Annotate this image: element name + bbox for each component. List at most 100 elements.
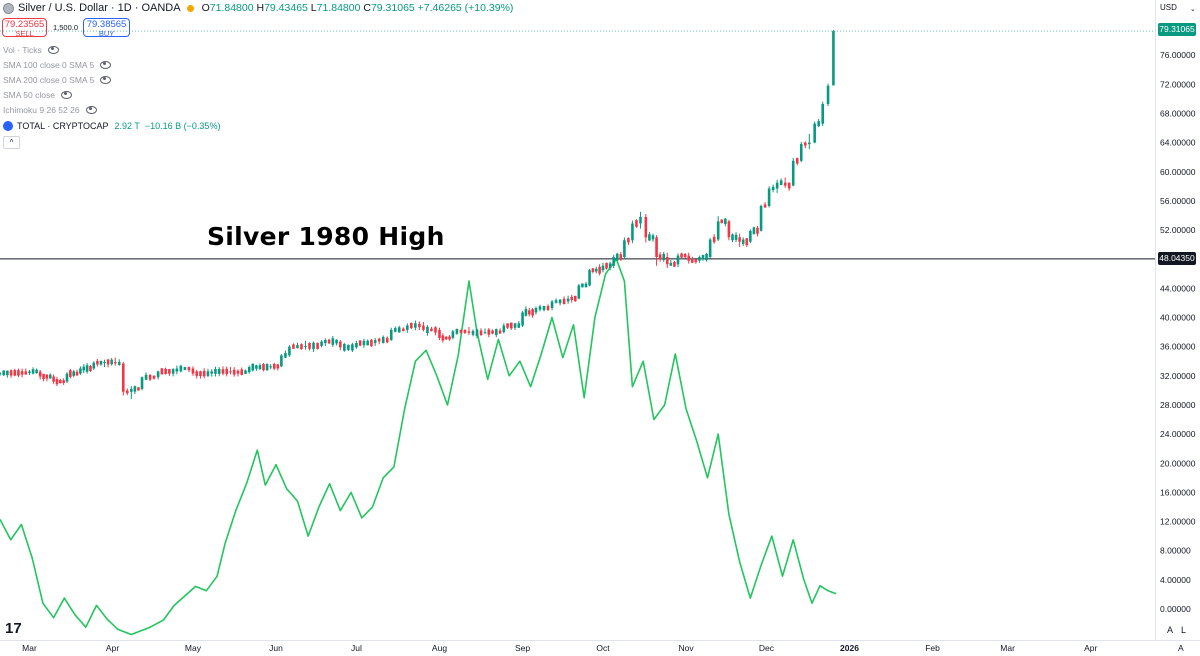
price-axis[interactable]: 80.0000076.0000072.0000068.0000064.00000…: [1160, 21, 1196, 614]
time-tick-label: Feb: [925, 643, 940, 653]
candle-body: [521, 312, 524, 326]
time-tick-label: 2026: [840, 643, 859, 653]
time-tick-label: Jul: [351, 643, 362, 653]
candle-body: [221, 369, 225, 374]
candle-body: [236, 370, 240, 374]
candle-body: [513, 323, 517, 328]
candle-body: [195, 371, 198, 376]
candle-body: [240, 369, 244, 375]
candle-body: [272, 363, 276, 369]
candle-body: [92, 362, 96, 369]
candle-body: [0, 372, 2, 375]
candle-body: [662, 253, 666, 261]
eye-icon[interactable]: [60, 91, 72, 99]
candle-body: [534, 308, 538, 313]
candle-body: [502, 325, 506, 333]
candle-body: [393, 328, 397, 332]
eye-icon[interactable]: [100, 61, 112, 69]
candle-body: [331, 338, 335, 345]
log-scale-button[interactable]: L: [1181, 625, 1187, 635]
candle-body: [140, 377, 144, 389]
indicator-sma-200[interactable]: SMA 200 close 0 SMA 5: [3, 75, 112, 85]
candle-body: [648, 234, 651, 241]
time-axis[interactable]: Mar Apr May Jun Jul Aug Sep Oct Nov Dec 2026 Feb Mar…: [22, 643, 1184, 653]
candle-body: [669, 262, 673, 266]
candle-body: [144, 374, 148, 380]
candle-body: [627, 238, 630, 243]
candle-body: [821, 103, 825, 124]
indicator-sma-100[interactable]: SMA 100 close 0 SMA 5: [3, 60, 112, 70]
candle-body: [229, 371, 232, 373]
symbol-title[interactable]: Silver / U.S. Dollar · 1D · OANDA: [18, 2, 181, 14]
candle-body: [542, 305, 546, 311]
indicator-ichimoku[interactable]: Ichimoku 9 26 52 26: [3, 105, 97, 115]
candle-body: [479, 330, 483, 336]
candle-body: [389, 329, 393, 341]
candle-body: [727, 221, 731, 238]
hline-price-label[interactable]: 48.04350: [1158, 252, 1196, 266]
time-tick-label: Apr: [106, 643, 119, 653]
candle-body: [156, 371, 160, 378]
candle-body: [265, 363, 269, 371]
candle-body: [55, 379, 59, 385]
indicator-sma-50[interactable]: SMA 50 close: [3, 90, 72, 100]
candle-body: [117, 361, 121, 365]
candle-body: [103, 361, 106, 363]
candle-body: [783, 182, 787, 186]
chart-header: Silver / U.S. Dollar · 1D · OANDA O71.84…: [0, 0, 513, 16]
candle-body: [125, 390, 129, 394]
candle-body: [817, 121, 820, 127]
candle-body: [591, 268, 595, 272]
candle-body: [741, 239, 745, 244]
candle-body: [351, 344, 354, 351]
time-tick-label: May: [185, 643, 202, 653]
eye-icon[interactable]: [47, 46, 59, 54]
currency-selector[interactable]: USD: [1160, 3, 1177, 12]
candle-body: [517, 323, 521, 328]
compare-change: −10.16 B (−0.35%): [144, 121, 221, 131]
candle-body: [202, 370, 206, 377]
candle-body: [588, 270, 591, 286]
price-tick-label: 20.00000: [1160, 458, 1196, 468]
candle-body: [619, 254, 623, 260]
price-tick-label: 24.00000: [1160, 429, 1196, 439]
tradingview-logo[interactable]: 17: [5, 620, 22, 637]
eye-icon[interactable]: [85, 106, 97, 114]
candle-body: [402, 328, 405, 332]
candle-body: [45, 374, 49, 379]
crypto-cap-icon: [3, 121, 13, 131]
candle-body: [448, 336, 451, 340]
buy-button[interactable]: 79.38565 BUY: [83, 18, 131, 38]
candle-body: [343, 344, 346, 351]
candle-body: [745, 238, 749, 246]
candle-body: [304, 345, 307, 347]
candle-body: [232, 369, 236, 375]
price-tick-label: 44.00000: [1160, 283, 1196, 293]
price-tick-label: 36.00000: [1160, 342, 1196, 352]
compare-symbol-legend[interactable]: TOTAL · CRYPTOCAP 2.92 T −10.16 B (−0.35…: [3, 121, 220, 131]
price-axis-bg: [1155, 0, 1200, 656]
candle-body: [763, 204, 767, 208]
candle-body: [381, 337, 385, 344]
auto-scale-button[interactable]: A: [1167, 625, 1174, 635]
candle-body: [506, 323, 509, 328]
annotation-text[interactable]: Silver 1980 High: [207, 222, 445, 251]
candle-body: [284, 353, 287, 358]
time-tick-label: Mar: [22, 643, 37, 653]
candle-body: [9, 370, 13, 376]
indicator-volume[interactable]: Vol · Ticks: [3, 45, 59, 55]
candle-body: [206, 371, 210, 376]
candle-body: [676, 255, 680, 265]
last-price-label: 79.31065: [1158, 23, 1196, 36]
sell-button[interactable]: 79.23565 SELL: [2, 18, 47, 38]
order-quantity[interactable]: 1,500.0: [53, 23, 79, 32]
collapse-legend-button[interactable]: ^: [3, 136, 20, 149]
chevron-down-icon[interactable]: ⌄: [1190, 6, 1196, 13]
candle-body: [426, 326, 429, 334]
candle-body: [414, 323, 417, 328]
candle-body: [584, 283, 588, 288]
candle-body: [255, 365, 258, 369]
candle-body: [35, 369, 38, 374]
eye-icon[interactable]: [100, 76, 112, 84]
